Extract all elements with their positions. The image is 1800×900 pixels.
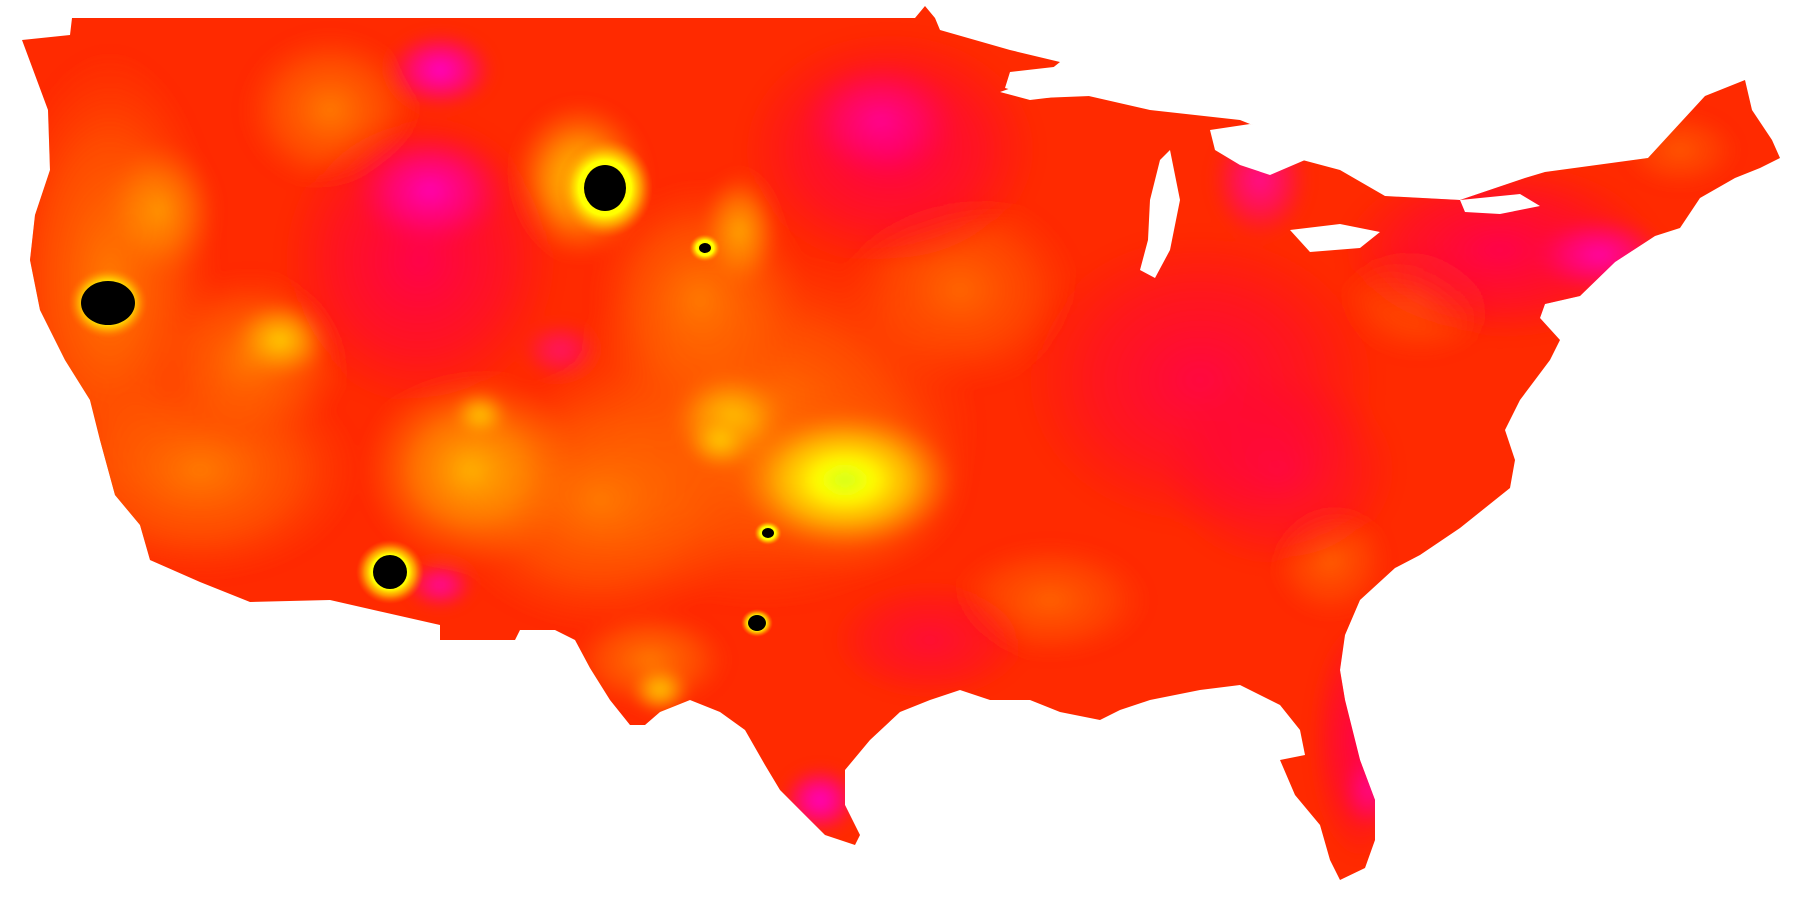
great-lakes: [1005, 64, 1540, 278]
no-data-spot: [699, 243, 711, 253]
heat-blob: [360, 370, 580, 570]
heat-blob: [685, 410, 755, 470]
heat-blob: [830, 580, 1030, 700]
lake-huron: [1210, 124, 1305, 175]
no-data-spot: [373, 555, 407, 589]
heat-blob: [1340, 750, 1400, 830]
heat-blob: [1340, 160, 1660, 340]
heat-blob: [450, 390, 510, 440]
lake-superior: [1005, 64, 1135, 98]
heat-blob: [800, 60, 960, 180]
heat-blob: [1160, 370, 1400, 570]
no-data-spot: [81, 281, 135, 325]
heat-blob: [100, 140, 220, 280]
heat-blob: [520, 320, 600, 380]
heat-blob: [385, 30, 495, 110]
heat-blob: [350, 130, 510, 250]
lake-ontario: [1460, 194, 1540, 214]
heat-blob: [1530, 215, 1670, 295]
no-data-spot: [748, 615, 766, 631]
heat-blob: [570, 610, 730, 710]
no-data-spot: [762, 528, 774, 538]
heat-blob: [1620, 110, 1740, 190]
lake-michigan: [1140, 150, 1180, 278]
lake-erie: [1290, 224, 1380, 252]
heat-blob: [735, 410, 955, 550]
heat-blob: [780, 765, 860, 835]
no-data-spot: [584, 165, 626, 211]
heat-blob: [630, 665, 690, 715]
